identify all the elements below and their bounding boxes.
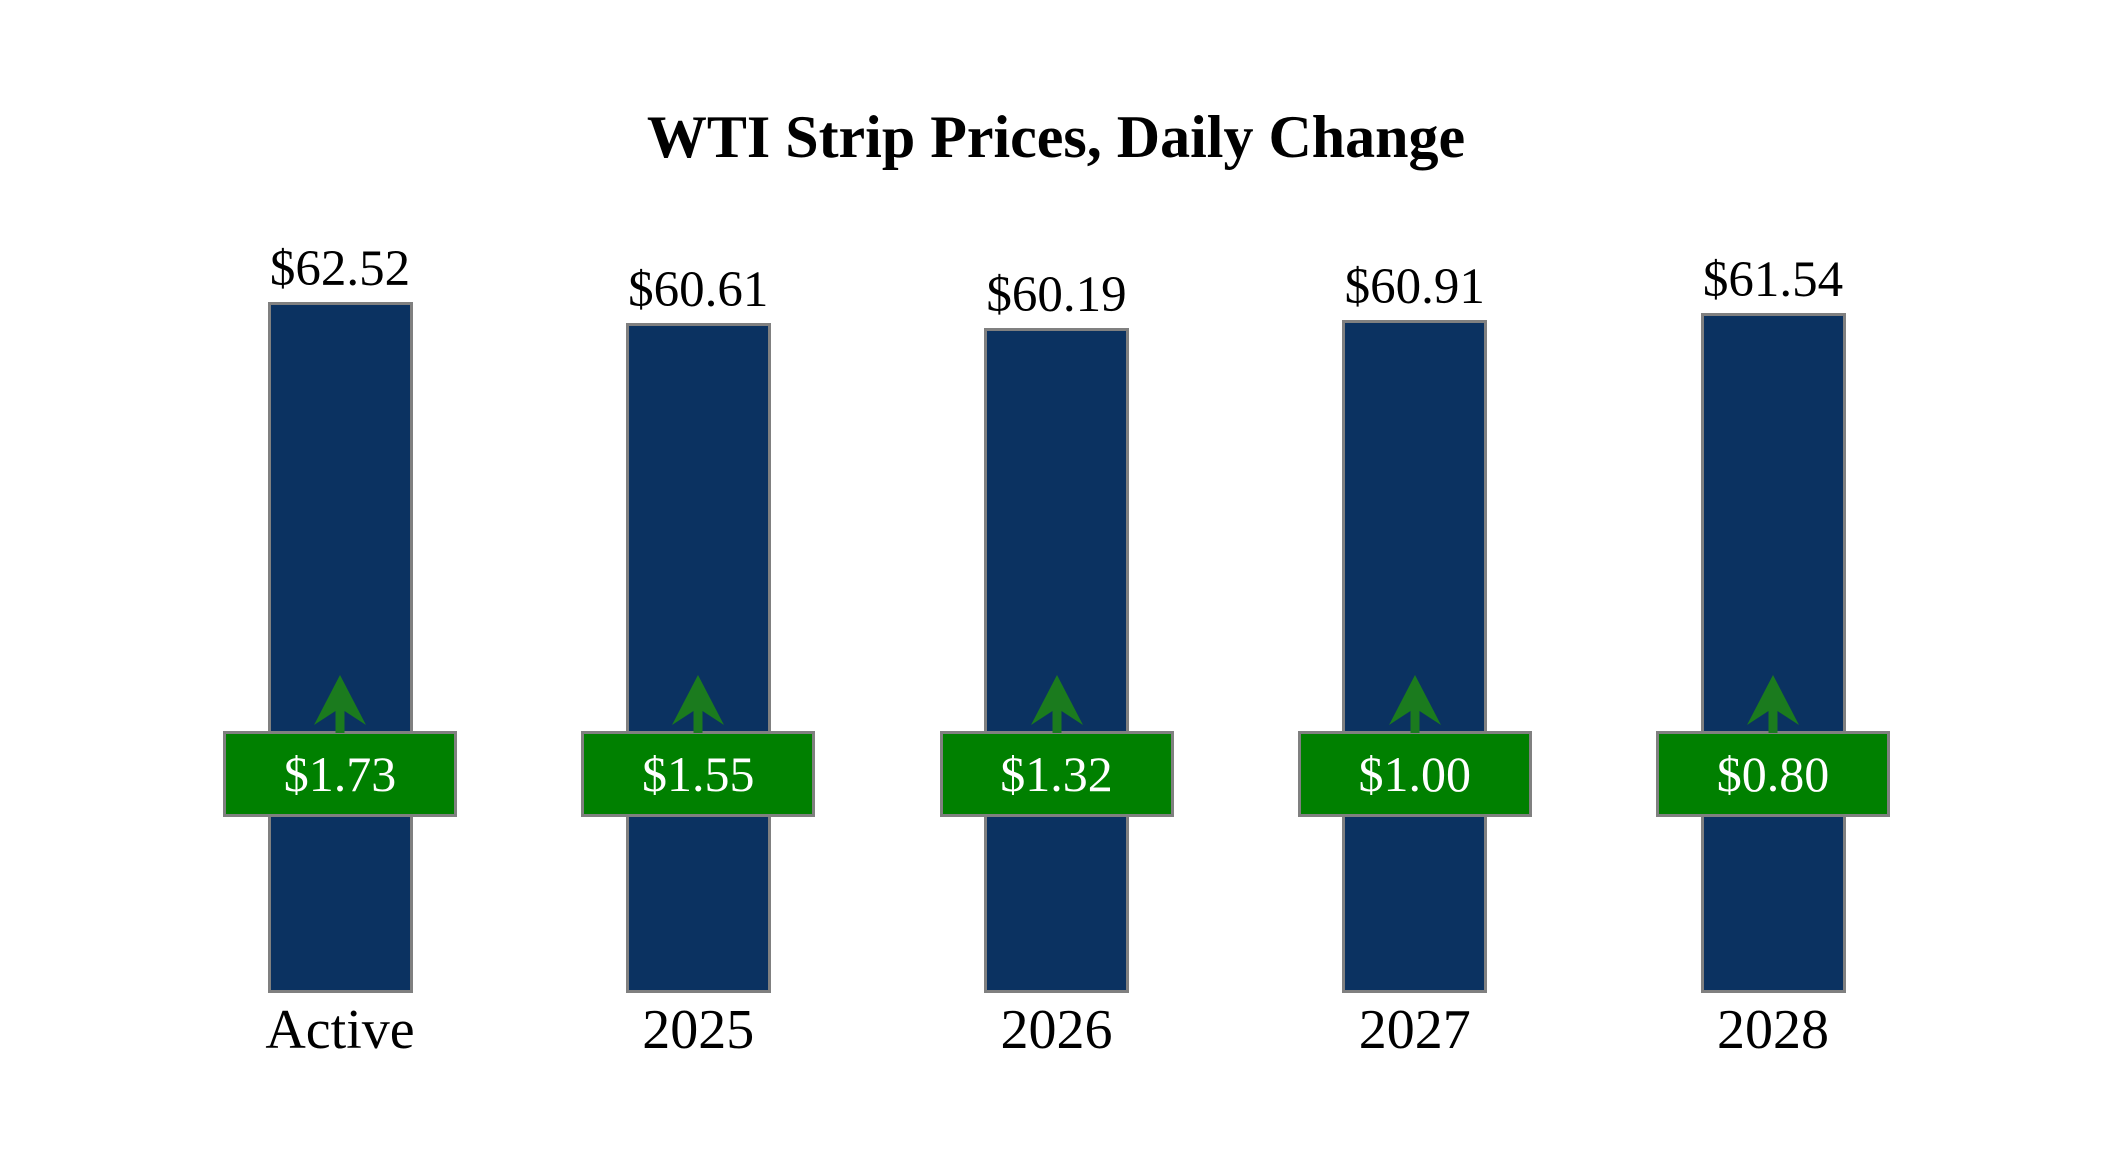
- daily-change-badge: $0.80: [1656, 731, 1890, 817]
- daily-change-value: $1.00: [1358, 746, 1472, 802]
- price-bar: [267, 302, 413, 993]
- daily-change-value: $1.55: [642, 746, 755, 802]
- daily-change-badge: $1.00: [1297, 731, 1532, 817]
- category-label: 2025: [642, 999, 755, 1061]
- category-label: 2026: [1000, 999, 1113, 1061]
- daily-change-value: $1.73: [283, 746, 397, 802]
- daily-change-value: $0.80: [1716, 746, 1830, 802]
- daily-change-value: $1.32: [1000, 746, 1113, 802]
- up-arrow-icon: [314, 675, 366, 733]
- up-arrow-icon: [1030, 675, 1083, 733]
- strip-price-label: $60.91: [1344, 259, 1485, 315]
- strip-price-label: $60.19: [986, 267, 1127, 323]
- daily-change-badge: $1.32: [939, 731, 1174, 817]
- strip-price-label: $60.61: [628, 262, 769, 318]
- strip-price-label: $62.52: [269, 241, 411, 297]
- up-arrow-icon: [1388, 675, 1441, 733]
- category-label: 2027: [1358, 999, 1471, 1061]
- daily-change-badge: $1.73: [223, 731, 457, 817]
- up-arrow-icon: [672, 675, 725, 733]
- daily-change-badge: $1.55: [581, 731, 816, 817]
- up-arrow-icon: [1747, 675, 1799, 733]
- price-bar: [984, 328, 1129, 993]
- price-bar: [1700, 313, 1846, 993]
- strip-price-label: $61.54: [1702, 252, 1844, 308]
- category-label: Active: [265, 999, 415, 1061]
- chart-title: WTI Strip Prices, Daily Change: [646, 104, 1466, 170]
- price-bar: [625, 323, 771, 993]
- price-bar: [1342, 320, 1488, 993]
- category-label: 2028: [1717, 999, 1829, 1061]
